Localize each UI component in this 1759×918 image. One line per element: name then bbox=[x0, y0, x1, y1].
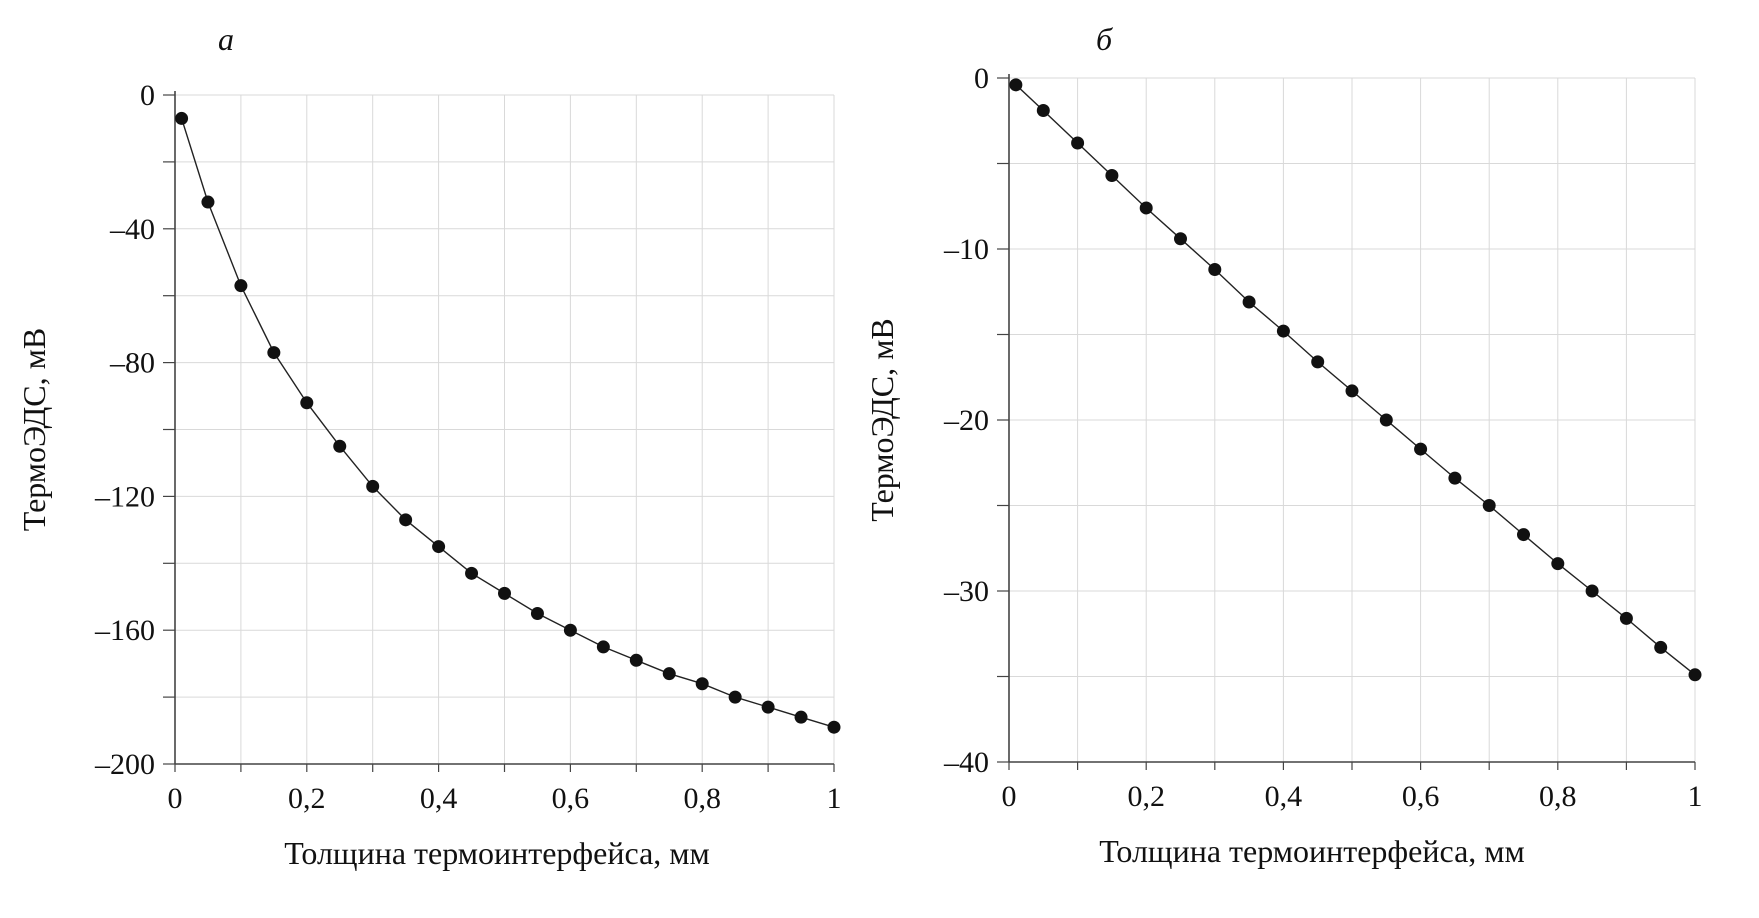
y-tick-label: –160 bbox=[94, 614, 155, 647]
data-point bbox=[1345, 384, 1359, 398]
data-point bbox=[498, 586, 511, 600]
x-tick-label: 0,6 bbox=[552, 782, 590, 815]
y-tick-label: –30 bbox=[943, 575, 989, 608]
data-point bbox=[629, 653, 643, 667]
chart-panel-b: 0 –10 –20 –30 –40 0 0,2 0,4 0,6 0,8 1 Толщина термо… bbox=[864, 21, 1703, 869]
data-point bbox=[1276, 324, 1290, 338]
data-point bbox=[1174, 232, 1187, 246]
data-point bbox=[1036, 103, 1050, 117]
data-point bbox=[662, 667, 676, 681]
x-axis-title: Толщина термоинтерфейса, мм bbox=[1099, 833, 1525, 869]
x-tick-label: 1 bbox=[827, 782, 842, 815]
x-tick-label: 0,4 bbox=[420, 782, 458, 815]
data-point bbox=[432, 540, 446, 554]
data-point bbox=[1311, 355, 1325, 369]
x-tick-label: 0,6 bbox=[1402, 780, 1440, 813]
data-point bbox=[1105, 168, 1119, 182]
data-point bbox=[1448, 471, 1462, 485]
data-point bbox=[366, 479, 380, 493]
y-tick-label: –80 bbox=[109, 347, 155, 380]
data-point bbox=[399, 513, 413, 527]
data-point bbox=[1139, 201, 1153, 215]
data-point bbox=[1688, 668, 1702, 682]
data-point bbox=[1379, 413, 1393, 427]
data-point bbox=[267, 346, 281, 360]
x-tick-label: 1 bbox=[1688, 780, 1703, 813]
data-point bbox=[596, 640, 610, 654]
data-point bbox=[1414, 442, 1428, 456]
chart-panel-a: 0 –40 –80 –120 –160 –200 0 0,2 0,4 0,6 0,8 1 Толщина… bbox=[16, 21, 842, 871]
data-point bbox=[827, 720, 841, 734]
data-point bbox=[1654, 640, 1668, 654]
data-point bbox=[695, 677, 709, 691]
data-point bbox=[530, 606, 544, 620]
y-tick-label: –10 bbox=[943, 233, 989, 266]
data-point bbox=[1009, 78, 1023, 92]
data-point bbox=[201, 195, 215, 209]
x-tick-label: 0,8 bbox=[1539, 780, 1577, 813]
data-point bbox=[1517, 528, 1530, 542]
x-tick-label: 0,2 bbox=[1127, 780, 1165, 813]
y-tick-label: –200 bbox=[94, 748, 155, 781]
x-tick-label: 0,4 bbox=[1265, 780, 1303, 813]
data-point bbox=[1242, 295, 1256, 309]
data-point bbox=[1551, 557, 1565, 571]
x-tick-label: 0 bbox=[168, 782, 183, 815]
y-tick-label: –20 bbox=[943, 404, 989, 437]
y-tick-label: –120 bbox=[94, 480, 155, 513]
data-point bbox=[563, 623, 577, 637]
data-point bbox=[465, 566, 479, 580]
data-point bbox=[1208, 263, 1222, 277]
data-point bbox=[1071, 136, 1085, 150]
panel-label: а bbox=[218, 21, 234, 57]
y-tick-label: –40 bbox=[943, 746, 989, 779]
series-line bbox=[180, 118, 835, 728]
x-tick-label: 0 bbox=[1002, 780, 1017, 813]
data-point bbox=[728, 690, 742, 704]
y-tick-label: 0 bbox=[974, 62, 989, 95]
data-point bbox=[234, 279, 248, 293]
data-point bbox=[1585, 584, 1599, 598]
y-tick-label: –40 bbox=[109, 213, 155, 246]
panel-label: б bbox=[1096, 21, 1113, 57]
x-tick-label: 0,2 bbox=[288, 782, 326, 815]
data-point bbox=[175, 111, 189, 125]
data-point bbox=[1619, 611, 1633, 625]
y-axis-title: ТермоЭДС, мВ bbox=[16, 328, 52, 532]
data-point bbox=[333, 439, 347, 453]
y-tick-label: 0 bbox=[140, 79, 155, 112]
data-point bbox=[761, 700, 775, 714]
y-axis-title: ТермоЭДС, мВ bbox=[864, 318, 900, 522]
data-point bbox=[794, 710, 808, 724]
x-tick-label: 0,8 bbox=[683, 782, 721, 815]
x-axis-title: Толщина термоинтерфейса, мм bbox=[284, 835, 710, 871]
data-point bbox=[300, 396, 314, 410]
data-point bbox=[1482, 499, 1496, 512]
